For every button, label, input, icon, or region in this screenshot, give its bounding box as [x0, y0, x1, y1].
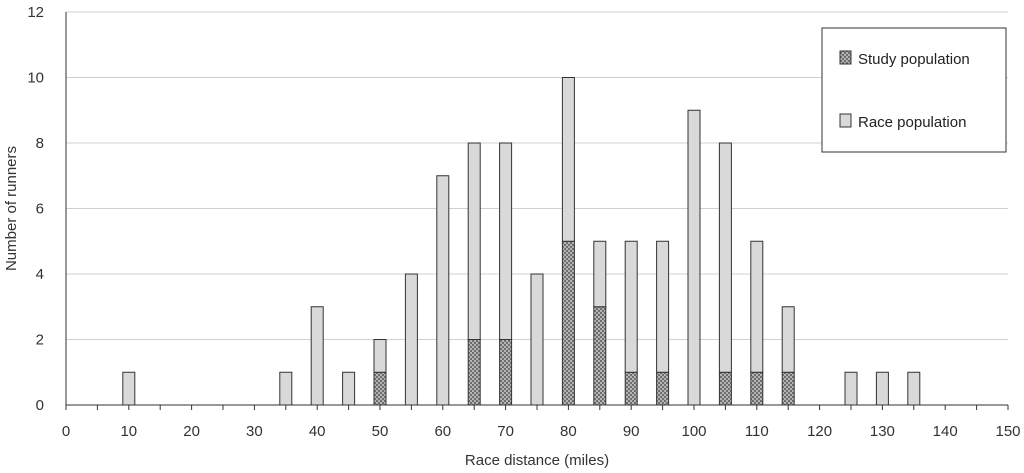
- bar-study-50: [373, 371, 387, 406]
- axes: [65, 12, 1009, 410]
- x-tick-label: 10: [120, 423, 137, 440]
- x-tick-label: 40: [309, 423, 326, 440]
- bar-study-115: [781, 371, 795, 406]
- bar-race-85: [593, 240, 607, 308]
- x-tick-label: 60: [434, 423, 451, 440]
- bar-race-130: [875, 371, 889, 406]
- x-tick-labels: 0 10 20 30 40 50 60 70 80 90 100 110 120 130 140 150: [62, 423, 1021, 440]
- bar-race-75: [530, 273, 544, 406]
- bar-race-110: [750, 240, 764, 373]
- x-tick-label: 150: [995, 423, 1020, 440]
- x-tick-label: 80: [560, 423, 577, 440]
- bar-study-70: [499, 339, 513, 406]
- y-tick-label: 6: [36, 201, 44, 218]
- bar-race-80: [561, 77, 575, 242]
- legend-box: [821, 27, 1007, 153]
- bar-study-85: [593, 306, 607, 406]
- legend-swatch-study-population: [839, 50, 852, 65]
- bar-study-95: [656, 371, 670, 406]
- bar-race-95: [656, 240, 670, 373]
- x-tick-label: 50: [372, 423, 389, 440]
- x-tick-label: 20: [183, 423, 200, 440]
- bar-race-90: [624, 240, 638, 373]
- bar-race-45: [342, 371, 356, 406]
- bar-study-90: [624, 371, 638, 406]
- x-axis-title: Race distance (miles): [465, 452, 609, 469]
- y-tick-label: 4: [36, 266, 44, 283]
- y-tick-label: 12: [27, 4, 44, 21]
- x-tick-label: 110: [745, 423, 769, 440]
- bar-race-60: [436, 175, 450, 406]
- legend-label-study-population: Study population: [858, 51, 970, 68]
- gridlines: [66, 11, 1008, 340]
- x-tick-label: 120: [807, 423, 832, 440]
- bar-study-65: [467, 339, 481, 406]
- bar-race-10: [122, 371, 136, 406]
- bar-race-50: [373, 339, 387, 373]
- bar-study-80: [561, 240, 575, 406]
- bar-race-115: [781, 306, 795, 373]
- bar-race-100: [687, 109, 701, 406]
- bar-race-135: [907, 371, 921, 406]
- x-tick-label: 70: [497, 423, 514, 440]
- bar-study-105: [718, 371, 732, 406]
- legend: Study population Race population: [821, 27, 1007, 153]
- y-tick-labels: 0 2 4 6 8 10 12: [27, 4, 44, 414]
- bar-race-70: [499, 142, 513, 340]
- bar-race-35: [279, 371, 293, 406]
- y-tick-label: 2: [36, 332, 44, 349]
- y-tick-label: 8: [36, 135, 44, 152]
- legend-swatch-race-population: [839, 113, 852, 128]
- bars: [122, 77, 921, 406]
- y-tick-label: 10: [27, 70, 44, 87]
- bar-race-105: [718, 142, 732, 373]
- legend-label-race-population: Race population: [858, 114, 966, 131]
- x-tick-label: 130: [870, 423, 895, 440]
- x-tick-label: 0: [62, 423, 70, 440]
- y-axis-title: Number of runners: [3, 146, 20, 271]
- y-tick-label: 0: [36, 397, 44, 414]
- bar-race-65: [467, 142, 481, 340]
- x-tick-label: 100: [681, 423, 706, 440]
- x-tick-label: 90: [623, 423, 640, 440]
- bar-race-40: [310, 306, 324, 406]
- bar-study-110: [750, 371, 764, 406]
- x-tick-label: 140: [933, 423, 958, 440]
- bar-race-55: [404, 273, 418, 406]
- bar-race-125: [844, 371, 858, 406]
- x-tick-label: 30: [246, 423, 263, 440]
